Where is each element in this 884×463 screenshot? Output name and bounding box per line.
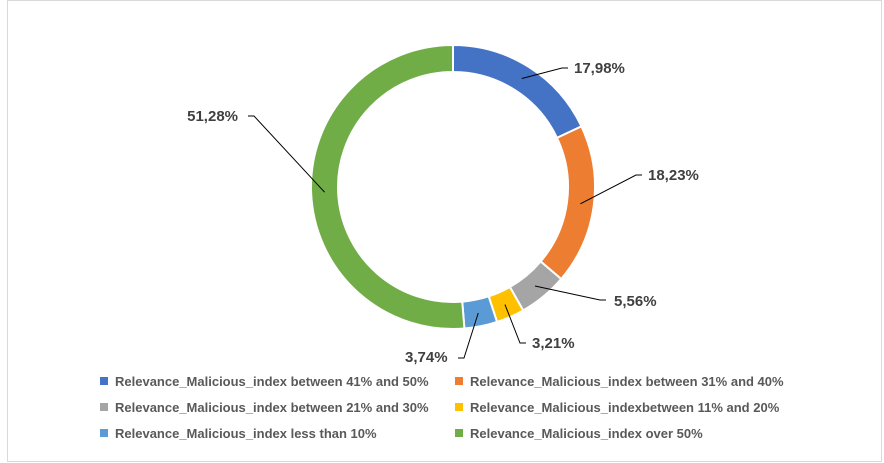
legend-label: Relevance_Malicious_index between 41% an… [115,373,429,389]
doughnut-slice [310,43,466,330]
leader-line [248,115,325,193]
data-label: 17,98% [574,60,625,77]
data-label: 5,56% [614,293,657,310]
legend-entry: Relevance_Malicious_index between 41% an… [100,372,455,390]
legend-label: Relevance_Malicious_index between 31% an… [470,373,784,389]
legend-label: Relevance_Malicious_indexbetween 11% and… [470,399,780,415]
legend-entry: Relevance_Malicious_index between 21% an… [100,398,455,416]
legend-swatch-icon [455,377,463,385]
data-label: 18,23% [648,167,699,184]
doughnut-slice [452,43,583,140]
legend-swatch-icon [100,403,108,411]
legend-swatch-icon [455,429,463,437]
legend-swatch-icon [455,403,463,411]
data-label: 3,21% [532,335,575,352]
legend-swatch-icon [100,377,108,385]
legend-swatch-icon [100,429,108,437]
legend-entry: Relevance_Malicious_indexbetween 11% and… [455,398,820,416]
leader-line [521,67,568,79]
legend-entry: Relevance_Malicious_index between 31% an… [455,372,820,390]
chart-legend: Relevance_Malicious_index between 41% an… [100,372,820,442]
doughnut-slice [539,125,596,281]
legend-label: Relevance_Malicious_index over 50% [470,425,703,441]
data-label: 51,28% [187,108,238,125]
leader-line [458,312,479,359]
leader-line [534,285,606,301]
legend-label: Relevance_Malicious_index between 21% an… [115,399,429,415]
legend-entry: Relevance_Malicious_index over 50% [455,424,820,442]
chart-area [7,0,882,462]
leader-line [504,304,526,344]
legend-entry: Relevance_Malicious_index less than 10% [100,424,455,442]
data-label: 3,74% [405,349,448,366]
leader-line [580,174,642,205]
legend-label: Relevance_Malicious_index less than 10% [115,425,377,441]
